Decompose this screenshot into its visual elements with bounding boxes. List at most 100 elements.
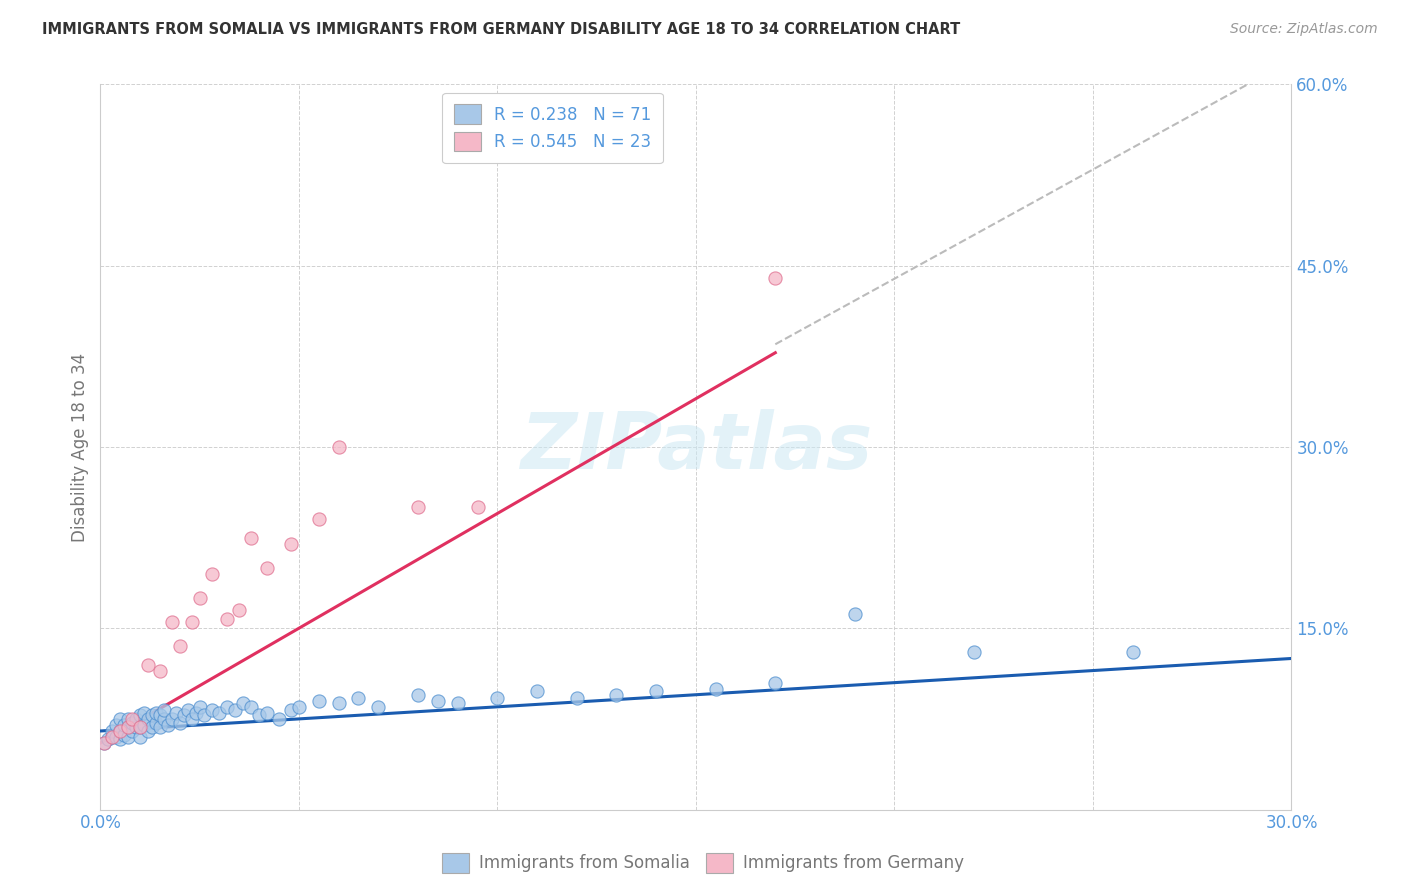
- Point: [288, 699, 311, 714]
- Point: [193, 708, 215, 723]
- Point: [200, 566, 222, 581]
- Point: [105, 718, 128, 732]
- Point: [188, 591, 211, 605]
- Point: [129, 720, 152, 734]
- Point: [256, 561, 278, 575]
- Point: [121, 723, 143, 738]
- Point: [240, 531, 263, 545]
- Point: [165, 706, 187, 720]
- Point: [97, 732, 120, 747]
- Point: [108, 723, 131, 738]
- Point: [141, 708, 163, 723]
- Point: [267, 712, 290, 726]
- Point: [153, 712, 176, 726]
- Point: [117, 720, 139, 734]
- Point: [149, 664, 172, 678]
- Point: [184, 706, 207, 720]
- Point: [112, 718, 135, 732]
- Point: [645, 684, 668, 698]
- Text: IMMIGRANTS FROM SOMALIA VS IMMIGRANTS FROM GERMANY DISABILITY AGE 18 TO 34 CORRE: IMMIGRANTS FROM SOMALIA VS IMMIGRANTS FR…: [42, 22, 960, 37]
- Point: [526, 684, 548, 698]
- Point: [605, 688, 627, 702]
- Point: [217, 699, 239, 714]
- Point: [308, 512, 330, 526]
- Point: [200, 703, 222, 717]
- Point: [406, 688, 429, 702]
- Point: [136, 712, 159, 726]
- Point: [173, 708, 195, 723]
- Point: [117, 720, 139, 734]
- Point: [145, 706, 167, 720]
- Point: [180, 615, 202, 630]
- Point: [486, 691, 509, 706]
- Point: [247, 708, 270, 723]
- Point: [704, 681, 727, 696]
- Point: [125, 712, 148, 726]
- Point: [1122, 645, 1144, 659]
- Point: [347, 691, 370, 706]
- Point: [308, 694, 330, 708]
- Point: [112, 728, 135, 742]
- Text: Source: ZipAtlas.com: Source: ZipAtlas.com: [1230, 22, 1378, 37]
- Point: [328, 440, 350, 454]
- Point: [101, 730, 124, 744]
- Point: [117, 730, 139, 744]
- Point: [188, 699, 211, 714]
- Point: [125, 720, 148, 734]
- Point: [108, 723, 131, 738]
- Point: [280, 703, 302, 717]
- Point: [240, 699, 263, 714]
- Point: [108, 732, 131, 747]
- Point: [145, 715, 167, 730]
- Point: [129, 708, 152, 723]
- Point: [108, 712, 131, 726]
- Point: [280, 536, 302, 550]
- Point: [132, 706, 155, 720]
- Point: [153, 703, 176, 717]
- Point: [367, 699, 389, 714]
- Point: [224, 703, 246, 717]
- Point: [169, 640, 191, 654]
- Point: [129, 720, 152, 734]
- Point: [101, 730, 124, 744]
- Point: [406, 500, 429, 515]
- Point: [844, 607, 866, 621]
- Point: [565, 691, 588, 706]
- Point: [93, 736, 115, 750]
- Point: [426, 694, 449, 708]
- Point: [129, 730, 152, 744]
- Point: [176, 703, 198, 717]
- Point: [467, 500, 489, 515]
- Point: [160, 615, 183, 630]
- Point: [228, 603, 250, 617]
- Point: [232, 696, 254, 710]
- Point: [208, 706, 231, 720]
- Point: [328, 696, 350, 710]
- Point: [763, 270, 786, 285]
- Point: [132, 718, 155, 732]
- Point: [121, 715, 143, 730]
- Point: [256, 706, 278, 720]
- Point: [149, 708, 172, 723]
- Point: [763, 675, 786, 690]
- Point: [169, 715, 191, 730]
- Point: [105, 730, 128, 744]
- Text: ZIPatlas: ZIPatlas: [520, 409, 872, 485]
- Legend: R = 0.238   N = 71, R = 0.545   N = 23: R = 0.238 N = 71, R = 0.545 N = 23: [443, 93, 662, 163]
- Legend: Immigrants from Somalia, Immigrants from Germany: Immigrants from Somalia, Immigrants from…: [436, 847, 970, 880]
- Y-axis label: Disability Age 18 to 34: Disability Age 18 to 34: [72, 352, 89, 541]
- Point: [136, 723, 159, 738]
- Point: [156, 718, 179, 732]
- Point: [963, 645, 986, 659]
- Point: [180, 712, 202, 726]
- Point: [117, 712, 139, 726]
- Point: [93, 736, 115, 750]
- Point: [160, 712, 183, 726]
- Point: [149, 720, 172, 734]
- Point: [136, 657, 159, 672]
- Point: [217, 611, 239, 625]
- Point: [447, 696, 470, 710]
- Point: [101, 723, 124, 738]
- Point: [121, 712, 143, 726]
- Point: [141, 720, 163, 734]
